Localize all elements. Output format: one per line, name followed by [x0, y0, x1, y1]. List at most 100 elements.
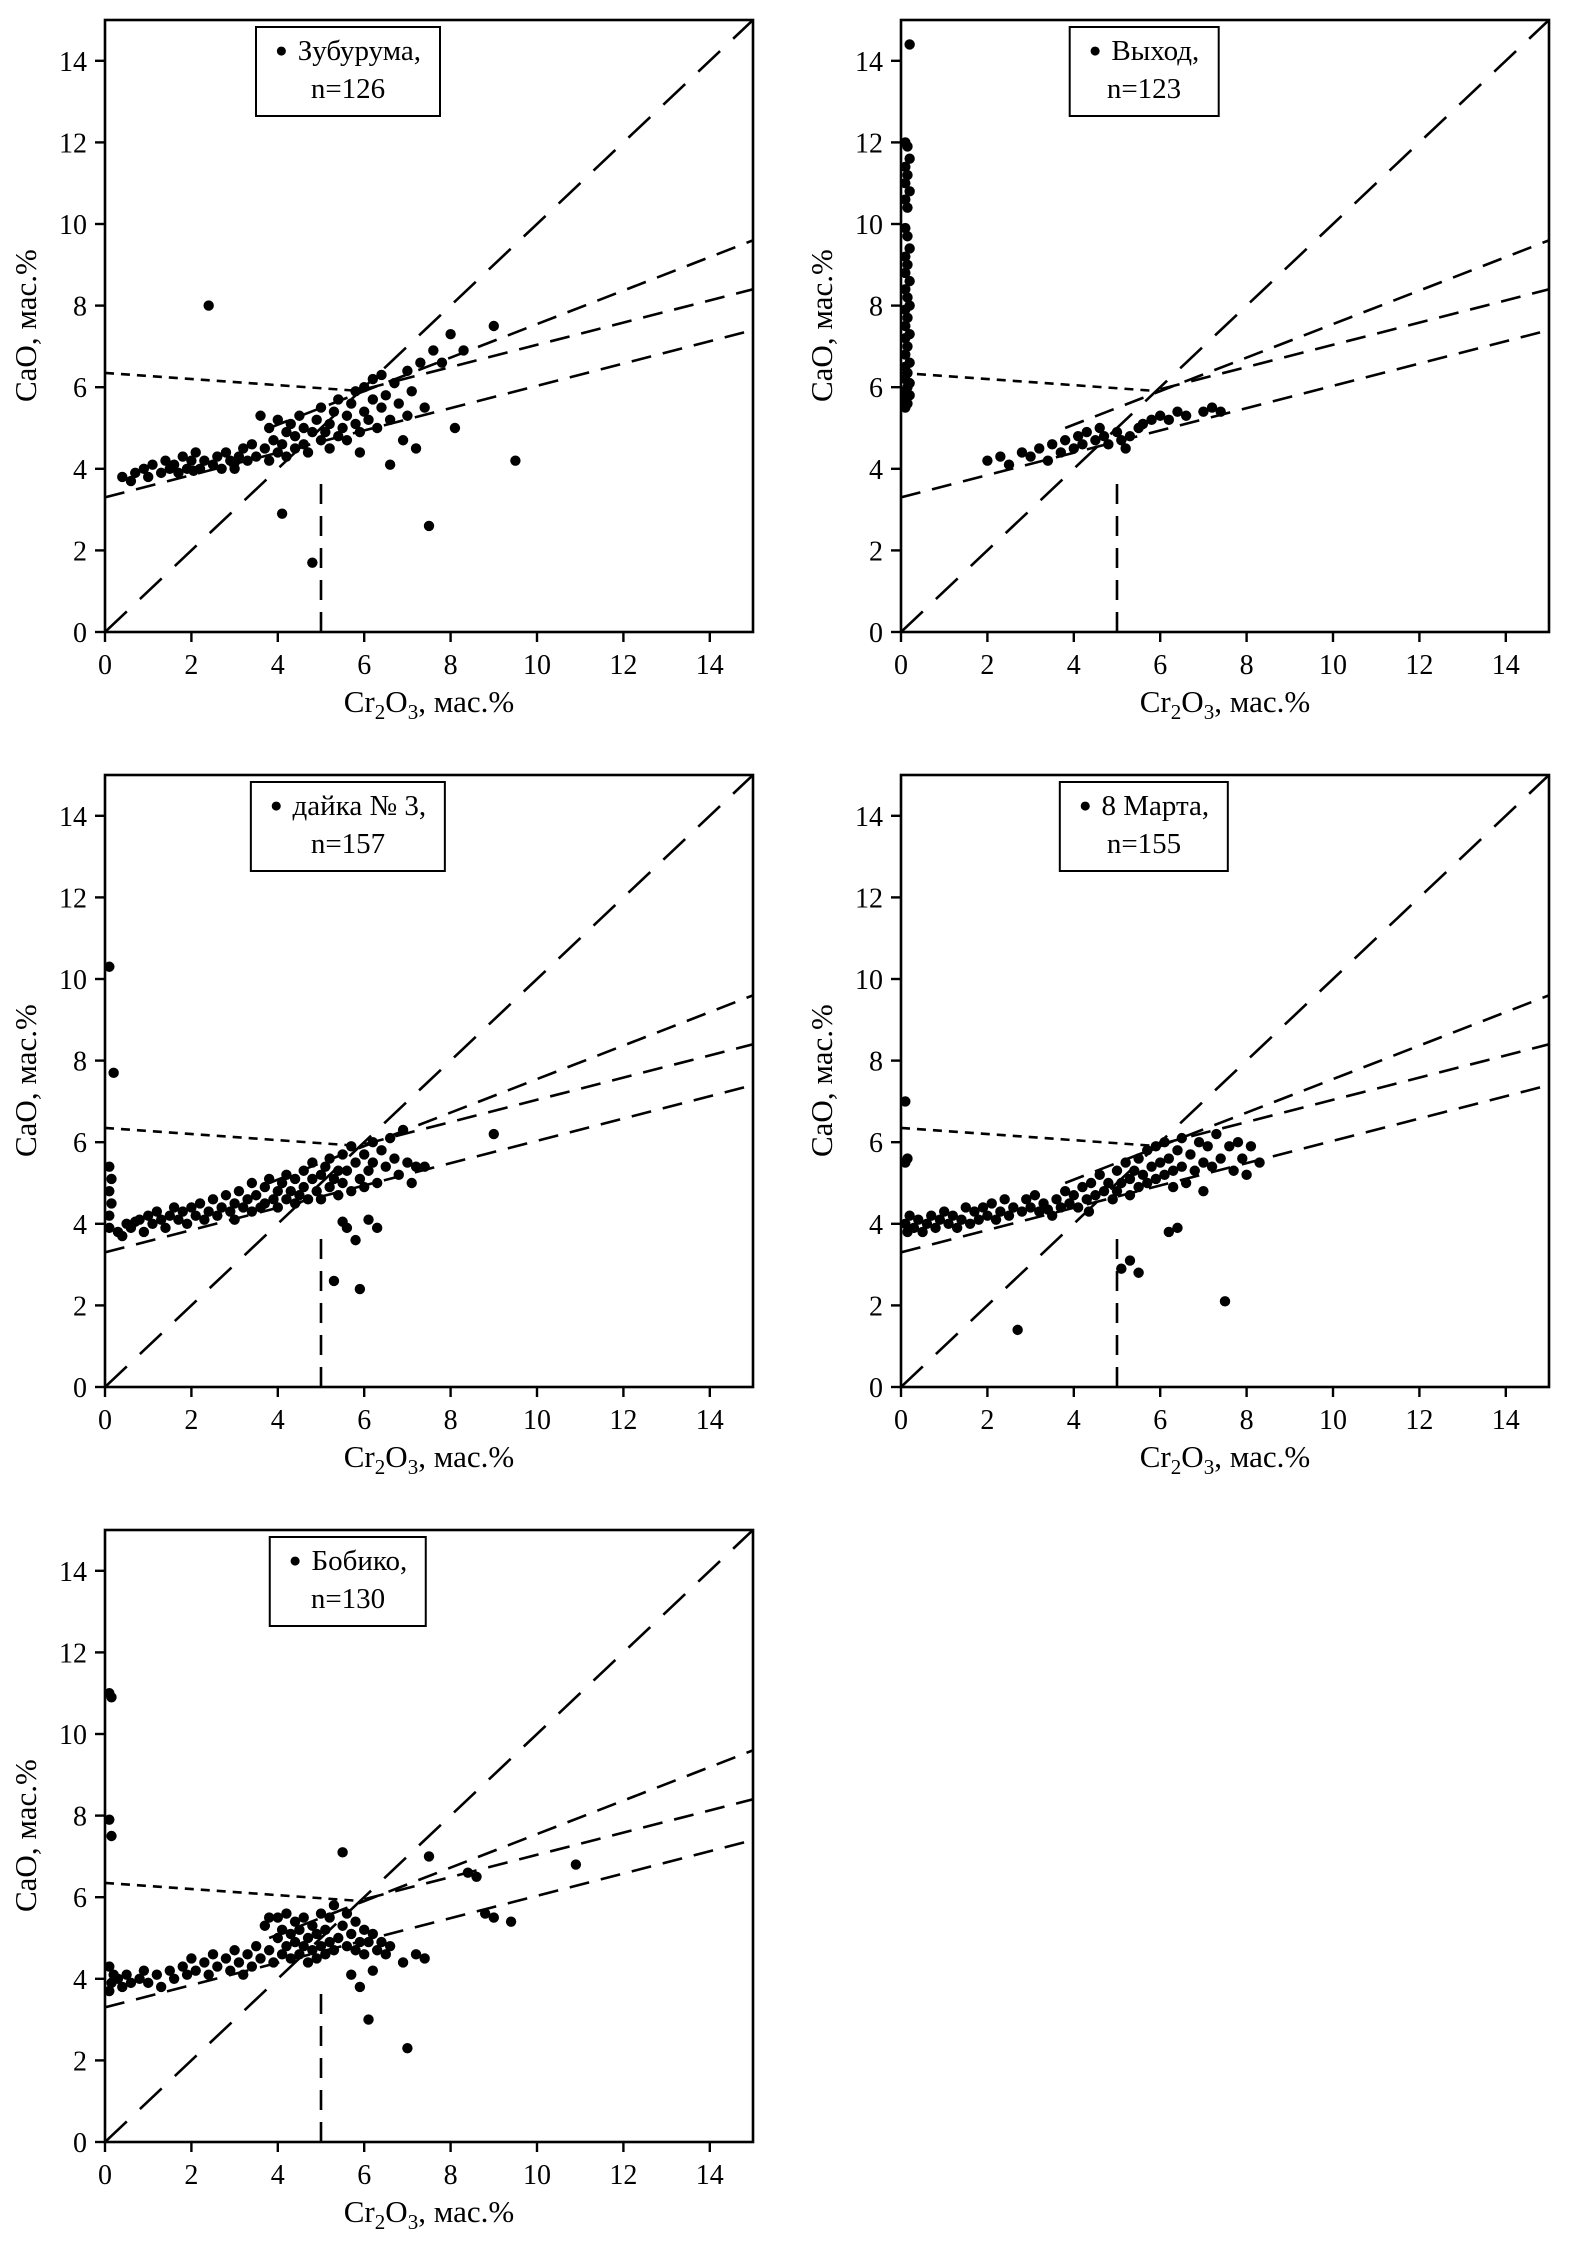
legend: ● Бобико, n=130 — [268, 1536, 428, 1628]
y-tick-label: 14 — [59, 1557, 87, 1588]
x-tick-label: 2 — [980, 1405, 994, 1436]
y-tick-label: 4 — [869, 1210, 883, 1241]
x-tick-label: 4 — [271, 1405, 285, 1436]
x-axis-title: Cr2O3, мас.% — [343, 684, 515, 725]
chart-vykhod: CaO, мас.% 0 2 4 6 8 10 12 14 0 2 4 6 8 10 12 14 ● Выход… — [796, 0, 1592, 755]
x-tick-label: 0 — [894, 1405, 908, 1436]
y-tick-label: 0 — [73, 618, 87, 649]
reference-lines — [901, 775, 1549, 1387]
x-tick-label: 6 — [357, 2160, 371, 2191]
x-tick-label: 12 — [1405, 650, 1433, 681]
legend-series-label: дайка № 3, — [292, 790, 427, 822]
axis-ticks: 0 2 4 6 8 10 12 14 0 2 4 6 8 10 12 14 — [59, 47, 724, 681]
y-tick-label: 6 — [73, 1128, 87, 1159]
scatter-points — [105, 1688, 582, 2054]
x-tick-label: 8 — [1240, 1405, 1254, 1436]
reference-lines — [901, 20, 1549, 632]
x-tick-label: 0 — [98, 2160, 112, 2191]
y-tick-label: 2 — [73, 536, 87, 567]
legend-count: n=123 — [1106, 72, 1182, 105]
y-tick-label: 14 — [59, 47, 87, 78]
legend-series-label: Бобико, — [311, 1545, 408, 1577]
x-tick-label: 4 — [271, 650, 285, 681]
x-tick-label: 12 — [1405, 1405, 1433, 1436]
plot-frame — [899, 773, 1551, 1389]
x-tick-label: 6 — [357, 650, 371, 681]
legend-marker-icon: ● — [288, 1548, 302, 1572]
x-tick-label: 8 — [1240, 650, 1254, 681]
y-tick-label: 14 — [855, 47, 883, 78]
legend: ● 8 Марта, n=155 — [1058, 781, 1230, 873]
y-tick-label: 12 — [855, 883, 883, 914]
reference-lines — [105, 1530, 753, 2142]
y-tick-label: 6 — [73, 373, 87, 404]
chart-zuburuma: CaO, мас.% 0 2 4 6 8 10 12 14 0 2 4 6 8 10 12 14 ● Зубур… — [0, 0, 796, 755]
x-axis-title: Cr2O3, мас.% — [1139, 1439, 1311, 1480]
y-tick-label: 14 — [59, 802, 87, 833]
legend-count: n=126 — [310, 72, 386, 105]
y-tick-label: 0 — [73, 2128, 87, 2159]
x-tick-label: 4 — [271, 2160, 285, 2191]
y-tick-label: 10 — [59, 210, 87, 241]
plot-frame — [103, 773, 755, 1389]
x-tick-label: 0 — [98, 1405, 112, 1436]
legend-series-row: ● дайка № 3, — [270, 788, 426, 826]
scatter-points — [901, 1096, 1265, 1336]
legend-series-label: 8 Марта, — [1101, 790, 1210, 822]
axis-ticks: 0 2 4 6 8 10 12 14 0 2 4 6 8 10 12 14 — [59, 1557, 724, 2191]
x-tick-label: 12 — [609, 650, 637, 681]
x-tick-label: 14 — [696, 650, 724, 681]
axis-ticks: 0 2 4 6 8 10 12 14 0 2 4 6 8 10 12 14 — [855, 47, 1520, 681]
x-tick-label: 0 — [894, 650, 908, 681]
chart-dayka-3: CaO, мас.% 0 2 4 6 8 10 12 14 0 2 4 6 8 10 12 14 ● дайка… — [0, 755, 796, 1510]
y-tick-label: 0 — [73, 1373, 87, 1404]
x-tick-label: 4 — [1067, 1405, 1081, 1436]
x-tick-label: 6 — [1153, 650, 1167, 681]
x-axis-title: Cr2O3, мас.% — [343, 1439, 515, 1480]
legend-count: n=130 — [310, 1582, 386, 1615]
x-axis-title: Cr2O3, мас.% — [343, 2194, 515, 2235]
y-tick-label: 4 — [73, 455, 87, 486]
plot-frame — [103, 1528, 755, 2144]
x-tick-label: 14 — [1492, 1405, 1520, 1436]
y-tick-label: 12 — [59, 883, 87, 914]
y-tick-label: 6 — [869, 1128, 883, 1159]
legend-marker-icon: ● — [275, 38, 288, 62]
y-tick-label: 12 — [855, 128, 883, 159]
y-tick-label: 4 — [73, 1965, 87, 1996]
scatter-points — [901, 39, 1226, 470]
y-tick-label: 10 — [59, 965, 87, 996]
x-tick-label: 10 — [523, 1405, 551, 1436]
legend: ● дайка № 3, n=157 — [249, 781, 447, 873]
y-tick-label: 10 — [59, 1720, 87, 1751]
y-tick-label: 0 — [869, 618, 883, 649]
y-tick-label: 12 — [59, 128, 87, 159]
legend-marker-icon: ● — [1088, 38, 1102, 62]
x-tick-label: 12 — [609, 1405, 637, 1436]
plot-frame — [899, 18, 1551, 634]
y-tick-label: 10 — [855, 210, 883, 241]
y-tick-label: 0 — [869, 1373, 883, 1404]
legend: ● Зубурума, n=126 — [255, 26, 441, 118]
y-tick-label: 6 — [869, 373, 883, 404]
x-tick-label: 8 — [444, 650, 458, 681]
scatter-points — [105, 839, 499, 1295]
y-tick-label: 2 — [869, 536, 883, 567]
chart-bobiko: CaO, мас.% 0 2 4 6 8 10 12 14 0 2 4 6 8 10 12 14 ● Бобик… — [0, 1510, 796, 2265]
legend: ● Выход, n=123 — [1068, 26, 1220, 118]
x-axis-title: Cr2O3, мас.% — [1139, 684, 1311, 725]
x-tick-label: 10 — [1319, 1405, 1347, 1436]
x-tick-label: 14 — [696, 2160, 724, 2191]
legend-marker-icon: ● — [269, 793, 283, 817]
y-tick-label: 8 — [73, 1802, 87, 1833]
plot-frame — [103, 18, 755, 634]
legend-count: n=157 — [310, 827, 386, 860]
legend-series-label: Зубурума, — [297, 35, 421, 67]
scatter-plot: 0 2 4 6 8 10 12 14 0 2 4 6 8 10 12 14 — [59, 18, 755, 681]
legend-series-row: ● 8 Марта, — [1079, 788, 1209, 826]
y-tick-label: 8 — [869, 292, 883, 323]
x-tick-label: 8 — [444, 2160, 458, 2191]
scatter-plot: 0 2 4 6 8 10 12 14 0 2 4 6 8 10 12 14 — [59, 773, 755, 1436]
legend-series-row: ● Бобико, — [289, 1543, 407, 1581]
